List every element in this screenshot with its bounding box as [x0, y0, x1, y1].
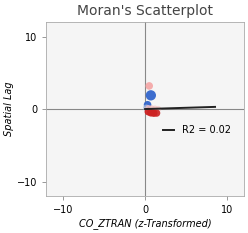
Point	[149, 93, 153, 97]
Point	[146, 103, 150, 107]
Point	[146, 106, 150, 110]
Point	[156, 107, 160, 111]
Title: Moran's Scatterplot: Moran's Scatterplot	[77, 4, 213, 18]
Legend: R2 = 0.02: R2 = 0.02	[159, 121, 235, 139]
Point	[152, 111, 156, 115]
Point	[147, 84, 151, 88]
Point	[149, 111, 153, 115]
X-axis label: CO_ZTRAN (z-Transformed): CO_ZTRAN (z-Transformed)	[79, 218, 211, 229]
Point	[153, 107, 157, 111]
Point	[150, 107, 154, 110]
Point	[146, 110, 150, 113]
Y-axis label: Spatial Lag: Spatial Lag	[4, 82, 14, 137]
Point	[155, 111, 158, 115]
Point	[144, 106, 148, 110]
